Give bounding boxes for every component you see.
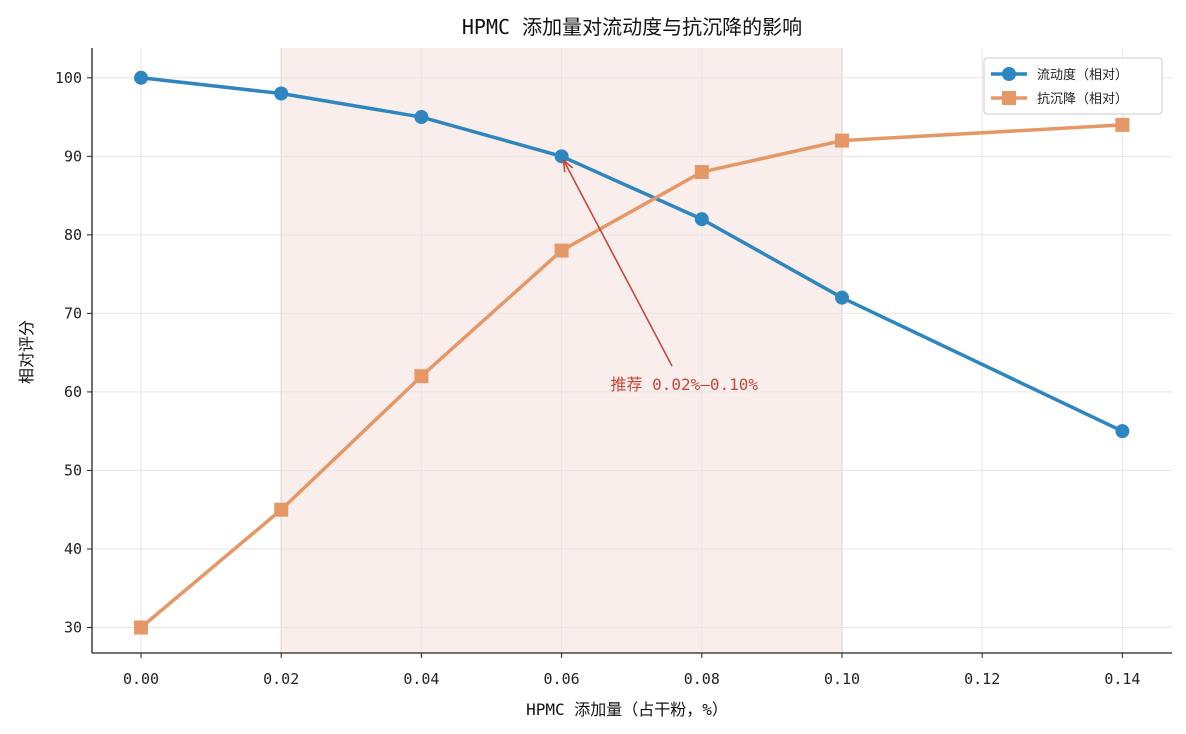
- axes-layer: [91, 48, 1172, 654]
- y-tick-layer: 30 40 50 60 70 80 90 100: [55, 69, 92, 637]
- annotation-arrow-line: [562, 159, 673, 367]
- annotation-arrow-head: [562, 158, 574, 173]
- y-axis-label: 相对评分: [17, 320, 36, 384]
- y-tick-label-3: 60: [64, 383, 82, 401]
- series-1-point-6: [1115, 117, 1130, 132]
- annotation-layer: 推荐 0.02%–0.10%: [562, 158, 758, 394]
- series-1-point-5: [835, 133, 849, 148]
- series-0-point-5: [835, 290, 849, 305]
- legend-marker-flow: [1002, 67, 1016, 81]
- legend-label-anti-settling: 抗沉降（相对）: [1037, 92, 1128, 107]
- series-1-point-3: [554, 243, 569, 258]
- annotation-text: 推荐 0.02%–0.10%: [610, 375, 758, 394]
- series-0-point-0: [134, 70, 148, 85]
- x-tick-layer: 0.00 0.02 0.04 0.06 0.08 0.10 0.12 0.14: [123, 653, 1140, 688]
- y-tick-label-4: 70: [64, 304, 82, 322]
- series-0-point-1: [274, 86, 289, 101]
- x-tick-label-4: 0.08: [684, 670, 720, 688]
- series-1-point-1: [274, 502, 289, 517]
- x-tick-label-3: 0.06: [544, 670, 580, 688]
- series-1-point-4: [694, 165, 709, 180]
- x-tick-label-1: 0.02: [263, 670, 299, 688]
- series-0-point-2: [414, 110, 429, 125]
- x-tick-label-5: 0.10: [824, 670, 860, 688]
- legend: 流动度（相对） 抗沉降（相对）: [983, 57, 1163, 115]
- y-tick-label-0: 30: [64, 619, 82, 637]
- series-1-point-2: [414, 369, 429, 384]
- series-0-point-6: [1115, 424, 1130, 439]
- x-axis-label: HPMC 添加量（占干粉，%）: [526, 700, 728, 719]
- series-1-point-0: [134, 620, 148, 635]
- legend-marker-anti-settling: [1002, 91, 1016, 105]
- x-tick-label-2: 0.04: [403, 670, 439, 688]
- y-tick-label-1: 40: [64, 540, 82, 558]
- series-layer: [134, 70, 1130, 635]
- series-0-point-3: [554, 149, 569, 164]
- chart-title: HPMC 添加量对流动度与抗沉降的影响: [462, 15, 802, 39]
- legend-label-flow: 流动度（相对）: [1037, 67, 1128, 83]
- x-tick-label-0: 0.00: [123, 670, 159, 688]
- y-tick-label-2: 50: [64, 461, 82, 479]
- series-0-point-4: [694, 212, 709, 227]
- grid-layer: [92, 48, 1172, 653]
- legend-box: [983, 57, 1163, 115]
- y-tick-label-5: 80: [64, 226, 82, 244]
- x-tick-label-7: 0.14: [1104, 670, 1140, 688]
- y-tick-label-6: 90: [64, 147, 82, 165]
- x-tick-label-6: 0.12: [964, 670, 1000, 688]
- y-tick-label-7: 100: [55, 69, 82, 87]
